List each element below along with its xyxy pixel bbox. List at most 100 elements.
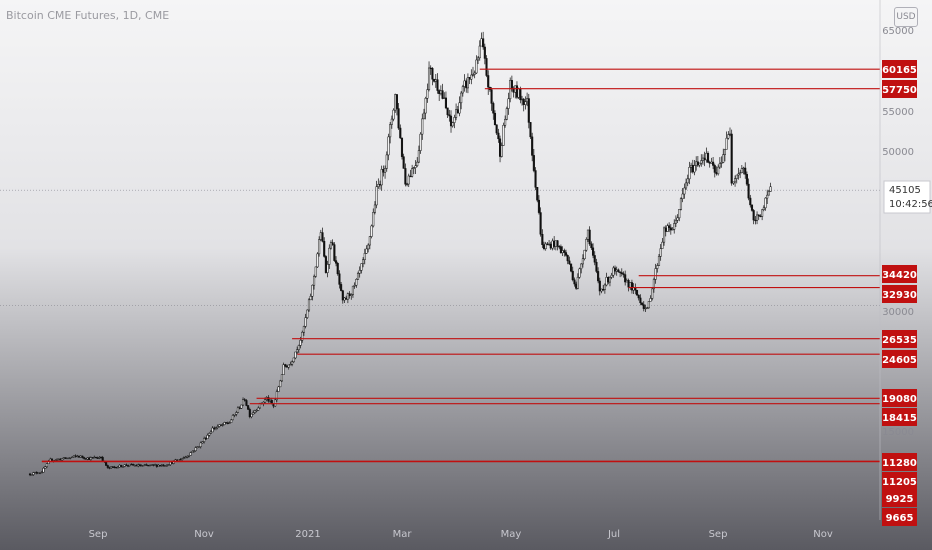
candle [610, 272, 613, 280]
y-axis[interactable]: 65000 55000 50000 30000 15000 [879, 0, 914, 520]
candle [167, 464, 170, 466]
candle [189, 451, 192, 456]
candle [301, 330, 304, 343]
candle [311, 284, 314, 301]
countdown-label: 10:42:56 [889, 199, 932, 210]
badge-label: 9925 [886, 494, 914, 505]
candle [460, 91, 463, 110]
candle [693, 160, 696, 176]
level-badges: 60165 57750 34420 32930 26535 24605 19080 18415… [882, 60, 917, 526]
candle [424, 96, 427, 120]
candle [203, 436, 206, 444]
candle [448, 109, 451, 122]
current-price-label: 45105 [889, 185, 921, 196]
candle [482, 31, 485, 50]
candle [683, 183, 686, 199]
candle [679, 197, 683, 211]
candle [524, 96, 527, 110]
candle [209, 430, 212, 434]
candle [318, 236, 321, 257]
badge-label: 26535 [882, 335, 917, 346]
candle [649, 295, 652, 302]
candle [132, 463, 135, 466]
candle [539, 207, 542, 237]
candle [397, 103, 400, 130]
candle [507, 92, 510, 115]
candle [147, 464, 150, 467]
candle [588, 226, 591, 246]
candle [534, 167, 537, 191]
candle [296, 346, 299, 354]
candle [727, 131, 730, 140]
currency-button[interactable]: USD [894, 7, 918, 27]
current-price-box: 45105 10:42:56 [883, 180, 932, 214]
candle [422, 108, 426, 120]
candle [367, 243, 370, 253]
x-axis[interactable]: Sep Nov 2021 Mar May Jul Sep Nov [0, 520, 880, 550]
candle [477, 55, 480, 64]
candle [280, 374, 283, 383]
x-tick-label: Jul [607, 529, 620, 540]
candle [654, 263, 657, 284]
candle [663, 226, 666, 246]
badge-bg [882, 350, 917, 368]
candle [509, 77, 512, 103]
x-tick-label: May [501, 529, 522, 540]
level-badge-60165: 60165 [882, 60, 917, 78]
candle [235, 410, 238, 417]
candle [497, 128, 500, 143]
level-badge-57750: 57750 [882, 80, 917, 98]
candle [35, 471, 38, 475]
candle [573, 277, 576, 287]
candle [747, 178, 750, 201]
candle [473, 70, 476, 79]
candle [220, 424, 223, 426]
candle [284, 363, 287, 368]
candle [673, 219, 676, 234]
candle [414, 160, 417, 174]
candle [116, 466, 119, 469]
candle [208, 432, 211, 437]
y-tick-label: 15000 [882, 427, 914, 438]
candlestick-series[interactable] [28, 31, 772, 477]
level-badge-18415: 18415 [882, 408, 917, 426]
candle [590, 241, 593, 250]
candle [745, 171, 748, 186]
candle [421, 113, 424, 140]
candle [121, 466, 125, 468]
horizontal-levels[interactable] [41, 68, 880, 463]
candle [307, 298, 311, 313]
candle [407, 173, 410, 188]
candle [165, 464, 169, 467]
badge-bg [882, 330, 917, 348]
candle [666, 223, 669, 232]
candle [593, 251, 596, 266]
candle [248, 407, 251, 419]
candle [297, 344, 300, 354]
candle [214, 426, 218, 431]
candle [245, 399, 248, 407]
candle [661, 238, 664, 249]
candle [416, 157, 419, 168]
candle [64, 457, 67, 459]
candle [641, 302, 644, 306]
candle [247, 404, 250, 410]
candle [387, 133, 390, 161]
candle [612, 265, 615, 278]
candle [458, 96, 461, 117]
badge-label: 19080 [882, 394, 917, 405]
candle [657, 253, 661, 267]
candle [331, 239, 334, 246]
candle [384, 165, 387, 179]
candle [181, 457, 184, 461]
candle [375, 180, 378, 209]
level-badge-11205: 11205 [882, 472, 917, 490]
badge-label: 9665 [886, 513, 914, 524]
candle [637, 294, 640, 301]
candle [274, 398, 277, 408]
candle [57, 458, 60, 461]
candle [334, 256, 338, 267]
candle [563, 248, 566, 257]
candle [585, 237, 588, 252]
